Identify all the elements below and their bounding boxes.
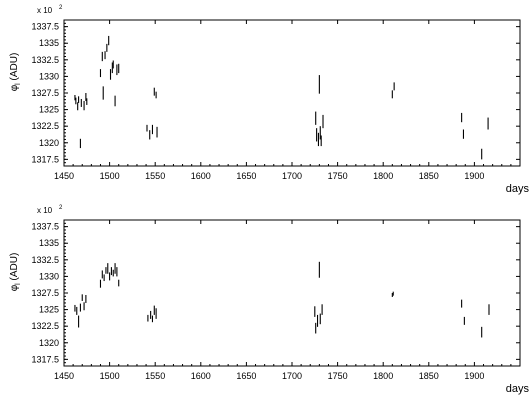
y-axis-label-symbol: φ (9, 84, 20, 91)
x-tick-label: 1900 (464, 371, 484, 381)
x-tick-label: 1800 (373, 171, 393, 181)
axis-multiplier-exponent: 2 (59, 205, 63, 211)
axis-multiplier: x 10 (37, 6, 53, 15)
x-tick-label: 1850 (419, 171, 439, 181)
plot-frame (63, 219, 521, 367)
x-tick-label: 1800 (373, 371, 393, 381)
x-tick-label: 1850 (419, 371, 439, 381)
x-tick-label: 1650 (236, 371, 256, 381)
y-tick-label: 1322.5 (31, 321, 59, 331)
y-axis-label-symbol: φ (9, 284, 20, 291)
y-tick-label: 1320 (39, 338, 59, 348)
x-tick-label: 1900 (464, 171, 484, 181)
y-tick-label: 1320 (39, 138, 59, 148)
y-tick-label: 1330 (39, 71, 59, 81)
top-panel: 1450 1500 1550 1600 1650 1700 1750 1800 1850 1900… (9, 5, 529, 195)
y-tick-label: 1335 (39, 238, 59, 248)
y-tick-label: 1317.5 (31, 354, 59, 364)
x-tick-label: 1650 (236, 171, 256, 181)
x-tick-label: 1550 (145, 371, 165, 381)
y-tick-label: 1325 (39, 305, 59, 315)
x-tick-label: 1500 (100, 171, 120, 181)
y-tick-label: 1332.5 (31, 255, 59, 265)
y-tick-label: 1325 (39, 105, 59, 115)
x-tick-label: 1750 (328, 371, 348, 381)
x-tick-label: 1500 (100, 371, 120, 381)
x-tick-label: 1700 (282, 371, 302, 381)
x-tick-label: 1700 (282, 171, 302, 181)
y-axis-label-unit: (ADU) (9, 53, 20, 84)
x-tick-label: 1450 (54, 171, 74, 181)
y-tick-label: 1332.5 (31, 55, 59, 65)
y-tick-label: 1335 (39, 38, 59, 48)
y-axis-label-unit: (ADU) (9, 253, 20, 284)
bottom-panel: 1450 1500 1550 1600 1650 1700 1750 1800 1850 1900… (9, 205, 529, 395)
y-axis-label-subscript: l (15, 83, 22, 85)
y-axis-label: φl (ADU) (9, 253, 22, 292)
y-tick-label: 1327.5 (31, 288, 59, 298)
y-tick-label: 1327.5 (31, 88, 59, 98)
x-tick-label: 1600 (191, 371, 211, 381)
y-tick-label: 1337.5 (31, 22, 59, 32)
y-axis-label-subscript: l (15, 283, 22, 285)
plot-frame (63, 19, 521, 167)
x-tick-label: 1450 (54, 371, 74, 381)
x-tick-label: 1550 (145, 171, 165, 181)
x-tick-label: 1750 (328, 171, 348, 181)
y-tick-label: 1322.5 (31, 121, 59, 131)
x-axis-label: days (506, 183, 530, 195)
y-tick-label: 1330 (39, 271, 59, 281)
x-tick-label: 1600 (191, 171, 211, 181)
x-axis-label: days (506, 383, 530, 395)
y-axis-label: φl (ADU) (9, 53, 22, 92)
y-tick-label: 1337.5 (31, 222, 59, 232)
y-tick-label: 1317.5 (31, 154, 59, 164)
axis-multiplier: x 10 (37, 206, 53, 215)
axis-multiplier-exponent: 2 (59, 5, 63, 11)
